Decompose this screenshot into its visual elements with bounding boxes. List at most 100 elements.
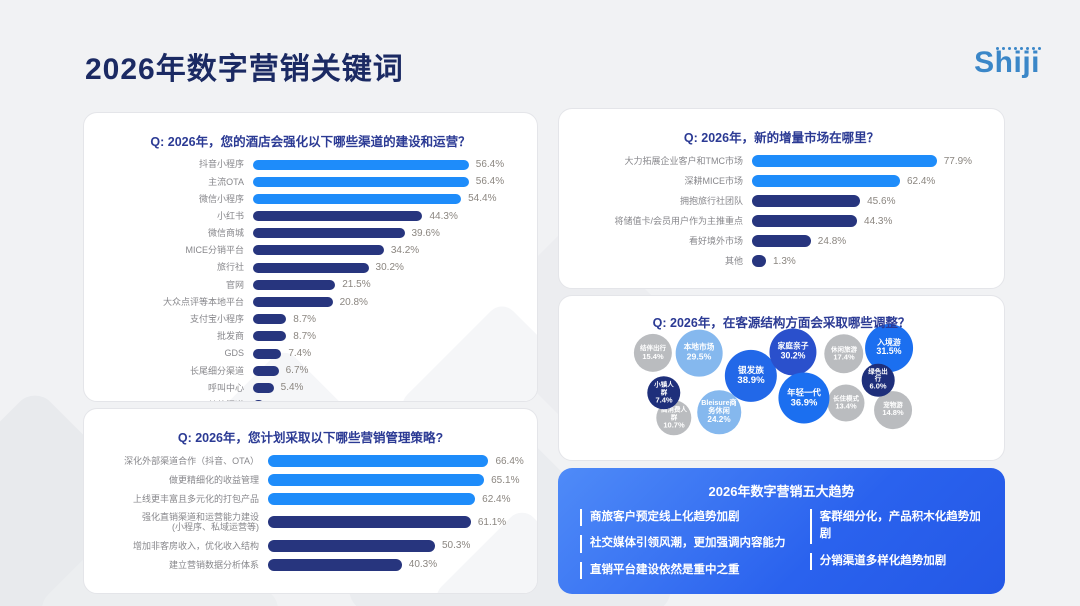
bar-label: 呼叫中心 (207, 382, 244, 393)
bar (268, 558, 402, 571)
bar-label: 官网 (225, 279, 244, 290)
bar-label: 深耕MICE市场 (684, 175, 743, 186)
bubble-value: 15.4% (642, 351, 664, 361)
bar-row: 增加非客房收入，优化收入结构 50.3% (104, 539, 517, 552)
bubble-label: 银发族 (738, 364, 764, 375)
bar-value: 77.9% (943, 155, 973, 167)
bar-label: 增加非客房收入，优化收入结构 (132, 540, 259, 551)
bar-row: 做更精细化的收益管理 65.1% (104, 474, 519, 486)
bar-label: 上线更丰富且多元化的打包产品 (132, 493, 259, 504)
bar (253, 245, 384, 256)
bubble-label: 结伴出行 (639, 345, 666, 353)
bar-label: 微信商城 (207, 228, 244, 239)
bar-label: 建立营销数据分析体系 (168, 559, 259, 570)
bar-row: 官网 21.5% (104, 279, 517, 290)
bar-value: 21.5% (342, 279, 371, 291)
channels-bars: 抖音小程序 56.4% 主流OTA 56.4% 微信小程序 54.4% 小红书 44.3% 微信… (104, 159, 517, 401)
bar-row: 其他渠道 1.3% (104, 400, 517, 401)
bubble-value: 36.9% (790, 396, 818, 408)
bubble-label: 小镇人群 (654, 381, 674, 396)
bubble-value: 30.2% (780, 350, 806, 361)
bar (253, 176, 469, 187)
bubble-label: 长住模式 (833, 395, 859, 403)
logo-dots-icon (996, 47, 1042, 50)
bar-row: 微信小程序 54.4% (104, 193, 517, 204)
bar-label: 强化直销渠道和运营能力建设 (小程序、私域运营等) (141, 512, 259, 533)
bubble: Bleisure商务休闲 24.2% (697, 390, 741, 434)
bubble-value: 31.5% (876, 346, 902, 357)
bar-value: 56.4% (475, 176, 505, 188)
markets-bars: 大力拓展企业客户和TMC市场 77.9% 深耕MICE市场 62.4% 拥抱旅行社团队 4… (581, 155, 982, 267)
bar-value: 30.2% (375, 262, 404, 274)
bubble-value: 38.9% (737, 374, 765, 386)
bar-row: 长尾细分渠道 6.7% (104, 365, 517, 376)
bar-label: 做更精细化的收益管理 (168, 474, 259, 485)
bubble: 本地市场 29.5% (675, 329, 723, 377)
bar-row: 上线更丰富且多元化的打包产品 62.4% (104, 493, 517, 505)
bar-value: 8.7% (293, 330, 317, 342)
bar-row: 主流OTA 56.4% (104, 176, 517, 187)
bar-value: 39.6% (411, 227, 440, 239)
strategies-chart-panel: Q: 2026年，您计划采取以下哪些营销管理策略? 深化外部渠道合作（抖音、OT… (83, 408, 538, 594)
bar-label: MICE分销平台 (185, 245, 244, 256)
bar (752, 155, 937, 167)
bar-row: 旅行社 30.2% (104, 262, 517, 273)
bar-value: 45.6% (867, 195, 896, 207)
bar-label: 长尾细分渠道 (189, 365, 244, 376)
bar-label: 拥抱旅行社团队 (679, 195, 743, 206)
trends-box: 2026年数字营销五大趋势 商旅客户预定线上化趋势加剧 社交媒体引领风潮，更加强调… (558, 468, 1005, 594)
bar (253, 382, 274, 393)
page-header: 2026年数字营销关键词 (85, 44, 404, 88)
trend-item: 社交媒体引领风潮，更加强调内容能力 (580, 535, 810, 553)
bar-row: 建立营销数据分析体系 40.3% (104, 558, 517, 571)
markets-chart-panel: Q: 2026年，新的增量市场在哪里？ 大力拓展企业客户和TMC市场 77.9% 深… (558, 108, 1005, 289)
bubble-value: 29.5% (686, 351, 712, 362)
trend-item: 客群细分化，产品积木化趋势加剧 (809, 509, 983, 544)
bar (752, 175, 900, 187)
bar-label: 小红书 (216, 210, 244, 221)
bar-value: 50.3% (441, 540, 471, 552)
bar-label: 抖音小程序 (198, 159, 244, 170)
bar (253, 348, 282, 359)
bubble: 绿色出行 6.0% (861, 363, 895, 397)
bar-value: 34.2% (390, 244, 420, 256)
bar (752, 215, 858, 227)
bar-label: 大力拓展企业客户和TMC市场 (624, 155, 744, 166)
bar-label: 微信小程序 (198, 193, 244, 204)
bar-value: 61.1% (477, 516, 507, 528)
bubble-value: 14.8% (882, 408, 904, 418)
bubble: 年轻一代 36.9% (778, 372, 830, 424)
markets-question: Q: 2026年，新的增量市场在哪里？ (683, 131, 880, 145)
bar-value: 44.3% (864, 215, 893, 227)
bar (253, 297, 333, 307)
bar-label: 主流OTA (208, 176, 244, 187)
bar-label: GDS (224, 348, 244, 359)
shiji-logo: Shiji (974, 46, 1042, 80)
bar (268, 516, 471, 529)
channels-question: Q: 2026年，您的酒店会强化以下哪些渠道的建设和运营？ (150, 135, 471, 149)
trends-title: 2026年数字营销五大趋势 (708, 484, 855, 499)
bubble-value: 17.4% (833, 352, 855, 362)
bubble-value: 6.0% (869, 382, 887, 392)
bubble: 银发族 38.9% (724, 349, 778, 403)
bar-row: 其他 1.3% (581, 255, 982, 267)
logo-text: Shiji (974, 46, 1040, 79)
bar-label: 支付宝小程序 (189, 314, 244, 325)
bar-value: 54.4% (468, 193, 497, 205)
trends-column-right: 客群细分化，产品积木化趋势加剧 分销渠道多样化趋势加剧 (809, 509, 983, 588)
bar (268, 493, 476, 505)
strategies-question: Q: 2026年，您计划采取以下哪些营销管理策略? (177, 431, 444, 445)
bar (253, 279, 336, 290)
bar-row: 抖音小程序 56.4% (104, 159, 517, 170)
bar-label: 其他 (724, 255, 743, 266)
bubble: 长住模式 13.4% (827, 384, 865, 422)
bar-row: 深耕MICE市场 62.4% (581, 175, 982, 187)
bar (253, 211, 423, 222)
bubble-label: 绿色出行 (868, 368, 888, 383)
bar-value: 62.4% (906, 175, 936, 187)
bubble-label: 本地市场 (683, 342, 715, 352)
bubble: 结伴出行 15.4% (633, 333, 673, 373)
bar-label: 看好境外市场 (688, 235, 743, 246)
bar-value: 5.4% (280, 382, 304, 394)
bubble-label: Bleisure商务休闲 (701, 399, 737, 416)
